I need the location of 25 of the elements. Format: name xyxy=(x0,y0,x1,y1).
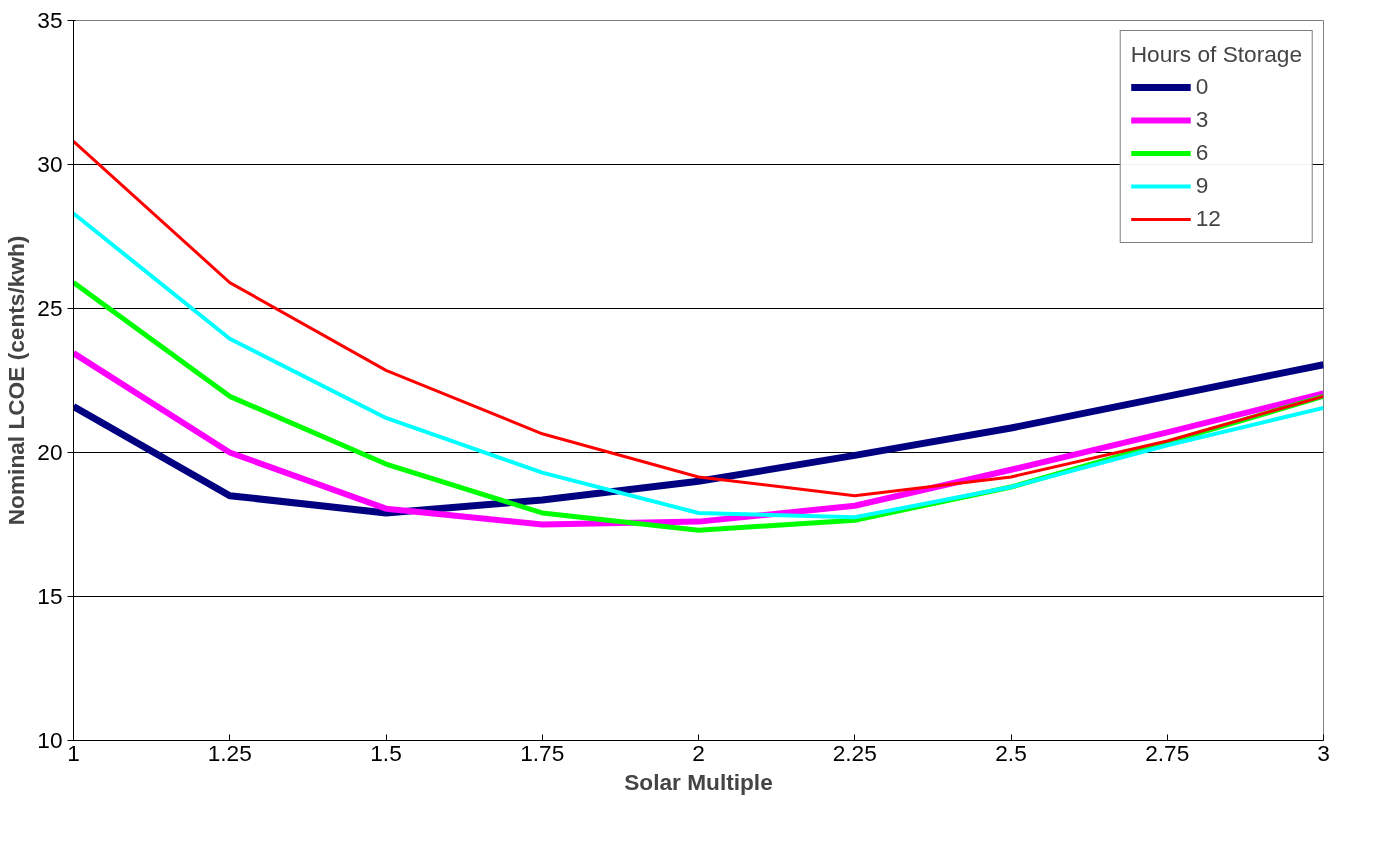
legend-label: 3 xyxy=(1195,106,1210,133)
x-axis-title: Solar Multiple xyxy=(624,768,773,795)
x-tick-label: 2.5 xyxy=(995,739,1027,766)
y-tick-label: 35 xyxy=(37,7,63,33)
x-tick-label: 1.75 xyxy=(520,739,565,766)
y-tick-label: 25 xyxy=(37,295,63,321)
x-tick-label: 2.75 xyxy=(1145,739,1190,766)
y-axis-title: Nominal LCOE (cents/kwh) xyxy=(3,235,30,526)
line-series xyxy=(73,139,1324,498)
y-tick-label: 20 xyxy=(37,439,63,465)
legend-label: 6 xyxy=(1195,139,1210,166)
y-tick-label: 10 xyxy=(37,727,63,753)
y-tick-label: 30 xyxy=(37,151,63,177)
x-tick-label: 1.5 xyxy=(370,739,402,766)
x-tick-label: 2 xyxy=(692,739,705,766)
x-tick-label: 2.25 xyxy=(832,739,877,766)
legend-label: 9 xyxy=(1195,172,1210,199)
legend-title: Hours of Storage xyxy=(1130,41,1302,68)
y-tick-label: 15 xyxy=(37,583,63,609)
x-tick-label: 3 xyxy=(1317,739,1330,766)
x-tick-label: 1.25 xyxy=(207,739,252,766)
legend-label: 0 xyxy=(1195,73,1210,100)
line-series xyxy=(73,211,1324,520)
legend-label: 12 xyxy=(1195,205,1221,232)
x-tick-label: 1 xyxy=(67,739,80,766)
